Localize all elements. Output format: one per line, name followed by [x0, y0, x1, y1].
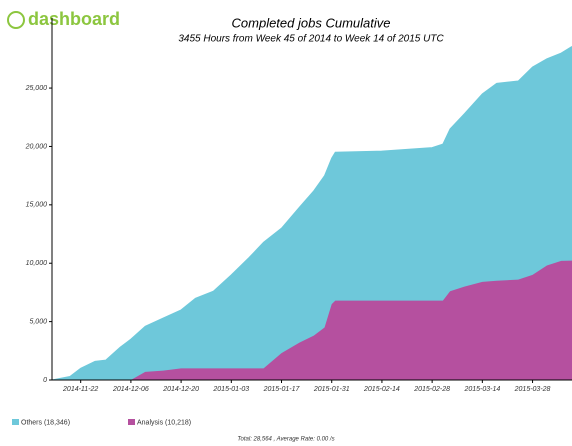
logo[interactable]: dashboard — [7, 9, 120, 29]
x-tick-label: 2014-12-06 — [112, 386, 149, 393]
x-tick-label: 2015-02-28 — [413, 386, 450, 393]
logo-icon — [7, 11, 25, 29]
y-tick-label: 5,000 — [29, 318, 47, 325]
y-tick-label: 25,000 — [25, 85, 48, 92]
footer: Total: 28,564 , Average Rate: 0.00 /s — [237, 437, 334, 443]
x-tick-label: 2015-03-14 — [463, 386, 500, 393]
legend-swatch — [12, 419, 19, 425]
x-tick-label: 2015-03-28 — [514, 386, 551, 393]
x-tick-label: 2014-11-22 — [62, 386, 98, 393]
x-tick-label: 2014-12-20 — [162, 386, 199, 393]
chart-title: Completed jobs Cumulative — [232, 15, 391, 30]
x-tick-label: 2015-01-03 — [212, 386, 249, 393]
y-tick-label: 10,000 — [26, 260, 48, 267]
x-tick-label: 2015-01-17 — [263, 386, 301, 393]
legend-label: Others (18,346) — [21, 419, 70, 426]
logo-text: dashboard — [28, 9, 120, 29]
legend-swatch — [128, 419, 135, 425]
y-tick-label: 15,000 — [26, 202, 48, 209]
chart-subtitle: 3455 Hours from Week 45 of 2014 to Week … — [178, 34, 444, 45]
x-tick-label: 2015-02-14 — [363, 386, 400, 393]
area-fill — [52, 260, 572, 380]
area-line — [51, 46, 572, 381]
y-tick-label: 20,000 — [25, 143, 48, 150]
legend-label: Analysis (10,218) — [137, 419, 191, 426]
area-fill — [52, 46, 572, 380]
y-tick-label: 0 — [43, 377, 47, 384]
x-tick-label: 2015-01-31 — [313, 386, 350, 393]
